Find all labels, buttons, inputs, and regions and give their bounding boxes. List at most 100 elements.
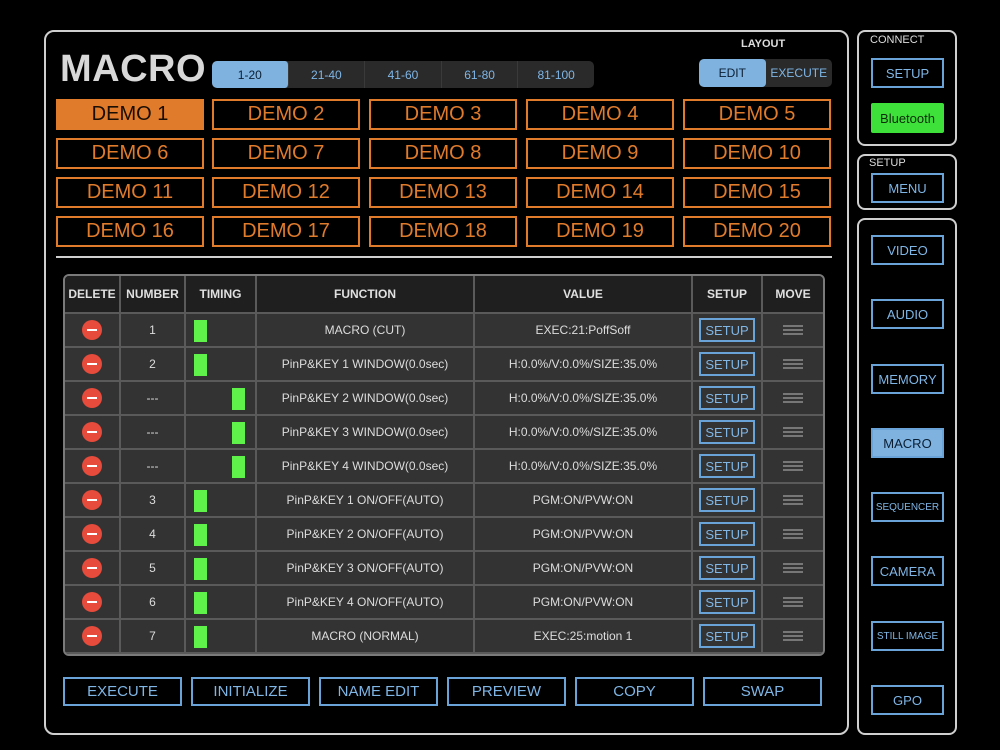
- row-setup-button[interactable]: SETUP: [699, 420, 755, 444]
- delete-icon[interactable]: [82, 320, 102, 340]
- demo-button[interactable]: DEMO 7: [212, 138, 360, 169]
- nav-gpo-button[interactable]: GPO: [871, 685, 944, 715]
- row-setup-button[interactable]: SETUP: [699, 454, 755, 478]
- demo-button[interactable]: DEMO 2: [212, 99, 360, 130]
- delete-icon[interactable]: [82, 626, 102, 646]
- setup-cell: SETUP: [693, 484, 763, 518]
- delete-icon[interactable]: [82, 354, 102, 374]
- nav-still-image-button[interactable]: STILL IMAGE: [871, 621, 944, 651]
- copy-button[interactable]: COPY: [575, 677, 694, 706]
- row-setup-button[interactable]: SETUP: [699, 590, 755, 614]
- row-setup-button[interactable]: SETUP: [699, 318, 755, 342]
- move-cell: [763, 314, 823, 348]
- drag-handle-icon[interactable]: [783, 359, 803, 369]
- layout-execute-button[interactable]: EXECUTE: [770, 66, 828, 80]
- value-cell: EXEC:21:PoffSoff: [475, 314, 693, 348]
- demo-button[interactable]: DEMO 11: [56, 177, 204, 208]
- row-setup-button[interactable]: SETUP: [699, 352, 755, 376]
- drag-handle-icon[interactable]: [783, 427, 803, 437]
- connect-setup-button[interactable]: SETUP: [871, 58, 944, 88]
- drag-handle-icon[interactable]: [783, 529, 803, 539]
- timing-cell: [186, 484, 257, 518]
- nav-video-button[interactable]: VIDEO: [871, 235, 944, 265]
- timing-bar[interactable]: [194, 558, 207, 580]
- drag-handle-icon[interactable]: [783, 461, 803, 471]
- drag-handle-icon[interactable]: [783, 393, 803, 403]
- drag-handle-icon[interactable]: [783, 325, 803, 335]
- execute-button[interactable]: EXECUTE: [63, 677, 182, 706]
- menu-button[interactable]: MENU: [871, 173, 944, 203]
- demo-button[interactable]: DEMO 6: [56, 138, 204, 169]
- timing-bar[interactable]: [194, 524, 207, 546]
- delete-icon[interactable]: [82, 422, 102, 442]
- name-edit-button[interactable]: NAME EDIT: [319, 677, 438, 706]
- tab-page-61-80[interactable]: 61-80: [442, 61, 519, 88]
- delete-icon[interactable]: [82, 456, 102, 476]
- demo-button[interactable]: DEMO 9: [526, 138, 674, 169]
- demo-button[interactable]: DEMO 16: [56, 216, 204, 247]
- setup-cell: SETUP: [693, 586, 763, 620]
- timing-bar[interactable]: [194, 592, 207, 614]
- drag-handle-icon[interactable]: [783, 597, 803, 607]
- row-setup-button[interactable]: SETUP: [699, 488, 755, 512]
- demo-button[interactable]: DEMO 14: [526, 177, 674, 208]
- layout-edit-button[interactable]: EDIT: [699, 59, 766, 87]
- demo-button[interactable]: DEMO 8: [369, 138, 517, 169]
- row-setup-button[interactable]: SETUP: [699, 522, 755, 546]
- demo-button[interactable]: DEMO 1: [56, 99, 204, 130]
- timing-bar[interactable]: [194, 354, 207, 376]
- nav-audio-button[interactable]: AUDIO: [871, 299, 944, 329]
- demo-button[interactable]: DEMO 12: [212, 177, 360, 208]
- tab-page-41-60[interactable]: 41-60: [365, 61, 442, 88]
- timing-bar[interactable]: [232, 456, 245, 478]
- timing-cell: [186, 314, 257, 348]
- initialize-button[interactable]: INITIALIZE: [191, 677, 310, 706]
- value-cell: EXEC:25:motion 1: [475, 620, 693, 654]
- timing-bar[interactable]: [194, 626, 207, 648]
- table-row: 7 MACRO (NORMAL) EXEC:25:motion 1 SETUP: [65, 620, 823, 654]
- timing-bar[interactable]: [232, 388, 245, 410]
- setup-cell: SETUP: [693, 450, 763, 484]
- setup-panel: [857, 154, 957, 210]
- demo-button[interactable]: DEMO 20: [683, 216, 831, 247]
- demo-button[interactable]: DEMO 5: [683, 99, 831, 130]
- row-setup-button[interactable]: SETUP: [699, 556, 755, 580]
- connect-panel: [857, 30, 957, 146]
- delete-icon[interactable]: [82, 524, 102, 544]
- delete-icon[interactable]: [82, 592, 102, 612]
- delete-icon[interactable]: [82, 490, 102, 510]
- timing-bar[interactable]: [194, 490, 207, 512]
- bluetooth-button[interactable]: Bluetooth: [871, 103, 944, 133]
- demo-button[interactable]: DEMO 10: [683, 138, 831, 169]
- drag-handle-icon[interactable]: [783, 495, 803, 505]
- delete-icon[interactable]: [82, 558, 102, 578]
- demo-button[interactable]: DEMO 15: [683, 177, 831, 208]
- nav-macro-button[interactable]: MACRO: [871, 428, 944, 458]
- row-setup-button[interactable]: SETUP: [699, 386, 755, 410]
- nav-camera-button[interactable]: CAMERA: [871, 556, 944, 586]
- demo-button[interactable]: DEMO 19: [526, 216, 674, 247]
- timing-bar[interactable]: [194, 320, 207, 342]
- delete-icon[interactable]: [82, 388, 102, 408]
- drag-handle-icon[interactable]: [783, 631, 803, 641]
- drag-handle-icon[interactable]: [783, 563, 803, 573]
- tab-page-81-100[interactable]: 81-100: [537, 67, 575, 82]
- tab-page-1-20[interactable]: 1-20: [212, 61, 289, 88]
- nav-sequencer-button[interactable]: SEQUENCER: [871, 492, 944, 522]
- number-cell: 3: [121, 484, 186, 518]
- setup-cell: SETUP: [693, 314, 763, 348]
- row-setup-button[interactable]: SETUP: [699, 624, 755, 648]
- layout-toggle: EDIT EXECUTE: [699, 59, 832, 87]
- preview-button[interactable]: PREVIEW: [447, 677, 566, 706]
- demo-button[interactable]: DEMO 3: [369, 99, 517, 130]
- swap-button[interactable]: SWAP: [703, 677, 822, 706]
- timing-bar[interactable]: [232, 422, 245, 444]
- demo-button[interactable]: DEMO 18: [369, 216, 517, 247]
- demo-button[interactable]: DEMO 13: [369, 177, 517, 208]
- nav-memory-button[interactable]: MEMORY: [871, 364, 944, 394]
- demo-button[interactable]: DEMO 17: [212, 216, 360, 247]
- nav-panel: [857, 218, 957, 735]
- tab-page-21-40[interactable]: 21-40: [289, 61, 366, 88]
- move-cell: [763, 586, 823, 620]
- demo-button[interactable]: DEMO 4: [526, 99, 674, 130]
